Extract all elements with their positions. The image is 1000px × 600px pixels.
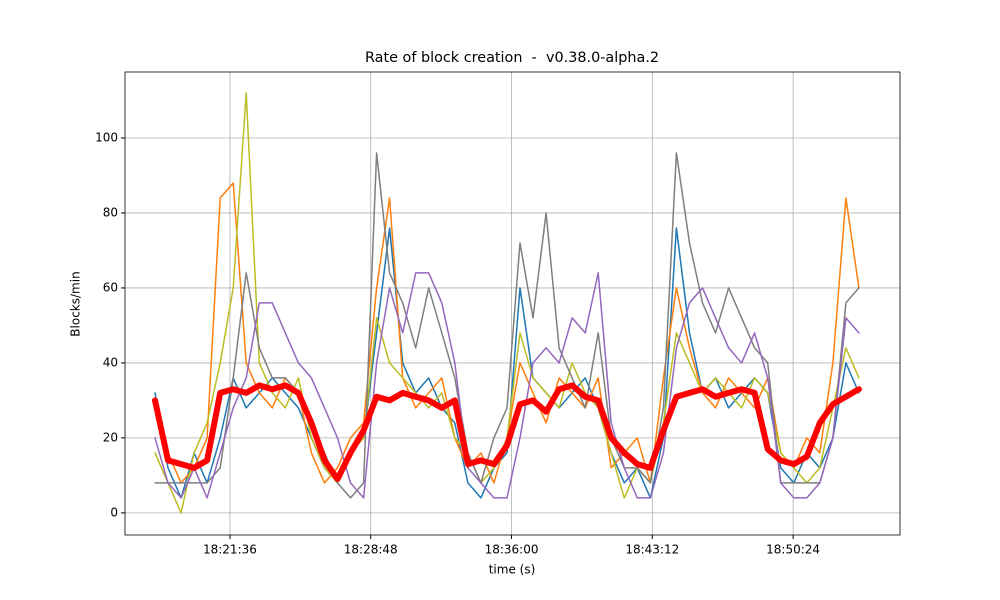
x-tick-label: 18:43:12 [625, 543, 679, 557]
axes-frame [124, 71, 901, 536]
chart-title: Rate of block creation - v0.38.0-alpha.2 [365, 50, 659, 66]
y-tick-label: 60 [103, 280, 118, 294]
y-tick-label: 0 [110, 505, 118, 519]
x-tick-label: 18:28:48 [344, 543, 398, 557]
x-tick-label: 18:50:24 [766, 543, 820, 557]
plot-area [125, 72, 900, 535]
x-tick-label: 18:36:00 [485, 543, 539, 557]
x-tick-label: 18:21:36 [203, 543, 257, 557]
y-tick-label: 100 [95, 130, 118, 144]
series-line [154, 152, 860, 499]
series-line [154, 272, 860, 499]
y-tick-label: 40 [103, 355, 118, 369]
series-line [152, 382, 862, 483]
y-tick-label: 20 [103, 430, 118, 444]
y-axis-label: Blocks/min [69, 271, 83, 336]
x-axis-label: time (s) [489, 563, 536, 577]
y-tick-label: 80 [103, 205, 118, 219]
